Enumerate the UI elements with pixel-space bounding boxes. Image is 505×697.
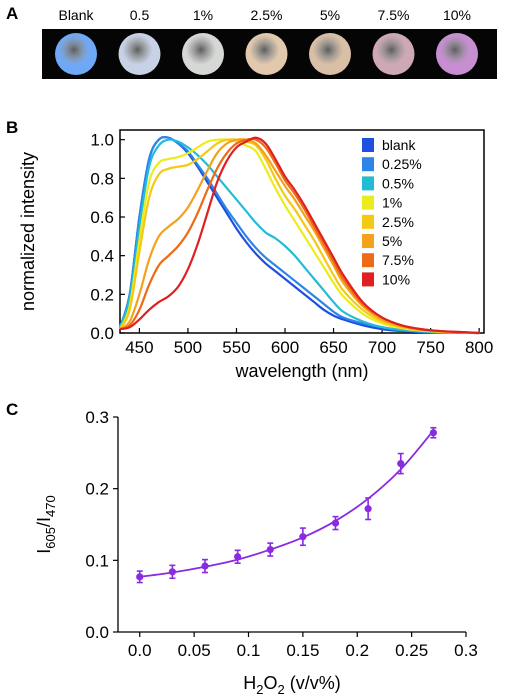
legend-label: 0.25% bbox=[382, 156, 422, 172]
legend-swatch bbox=[362, 253, 374, 268]
series-line-2.5% bbox=[119, 138, 480, 335]
data-point bbox=[397, 459, 405, 468]
panel-a-photo: Blank 0.5 1% 2.5% 5% 7.5% 10% bbox=[42, 7, 497, 79]
x-tick-label: 0.15 bbox=[286, 641, 319, 660]
x-tick-label: 0.0 bbox=[128, 641, 152, 660]
legend-label: 7.5% bbox=[382, 252, 414, 268]
legend-label: 2.5% bbox=[382, 214, 414, 230]
y-tick-label: 0.2 bbox=[90, 285, 114, 304]
legend-swatch bbox=[362, 272, 374, 287]
y-tick-label: 0.2 bbox=[85, 480, 109, 499]
y-tick-label: 0.8 bbox=[90, 169, 114, 188]
panel-c-chart: 0.0 0.05 0.1 0.15 0.2 0.25 0.3 0.0 0.1 0.2 0.3 H2O2… bbox=[34, 408, 478, 697]
data-point bbox=[299, 533, 307, 541]
sample-label: 0.5 bbox=[130, 7, 150, 23]
x-tick-label: 650 bbox=[319, 338, 347, 357]
y-tick-label: 0.6 bbox=[90, 208, 114, 227]
data-point bbox=[136, 573, 144, 581]
panel-b-chart: 450 500 550 600 650 700 750 800 0.0 0.2 0.4 0.6 0.8 1… bbox=[18, 129, 493, 381]
x-tick-label: 450 bbox=[125, 338, 153, 357]
x-tick-label: 0.05 bbox=[178, 641, 211, 660]
data-point bbox=[429, 429, 437, 437]
sample-label: 1% bbox=[193, 7, 213, 23]
data-point bbox=[331, 519, 340, 527]
panel-a-letter: A bbox=[6, 4, 19, 23]
x-tick-label: 0.25 bbox=[395, 641, 428, 660]
sample-spot bbox=[182, 33, 224, 75]
sample-label: 5% bbox=[320, 7, 340, 23]
data-point bbox=[168, 568, 176, 576]
legend-label: 5% bbox=[382, 233, 402, 249]
x-tick-label: 0.2 bbox=[345, 641, 369, 660]
x-axis-label: wavelength (nm) bbox=[234, 361, 368, 381]
sample-spot bbox=[55, 33, 97, 75]
legend-swatch bbox=[362, 138, 374, 152]
sample-label: 10% bbox=[443, 7, 471, 23]
x-tick-label: 700 bbox=[368, 338, 396, 357]
sample-label: 2.5% bbox=[251, 7, 283, 23]
legend-swatch bbox=[362, 234, 374, 248]
y-tick-label: 1.0 bbox=[90, 131, 114, 150]
sample-spot bbox=[118, 33, 161, 75]
legend-swatch bbox=[362, 195, 374, 210]
x-tick-label: 600 bbox=[271, 338, 299, 357]
legend-swatch bbox=[362, 214, 374, 229]
y-tick-label: 0.3 bbox=[85, 408, 109, 427]
data-point bbox=[364, 505, 372, 513]
sample-label: Blank bbox=[58, 7, 94, 23]
legend-swatch bbox=[362, 176, 374, 191]
sample-spot bbox=[436, 33, 478, 75]
data-point bbox=[234, 553, 242, 561]
legend-label: 10% bbox=[382, 271, 410, 287]
sample-spot bbox=[309, 33, 351, 75]
series-line-10% bbox=[119, 136, 480, 335]
x-tick-label: 550 bbox=[222, 338, 250, 357]
data-point bbox=[266, 545, 274, 554]
series-line-5% bbox=[119, 138, 480, 335]
x-axis-label: H2O2 (v/v%) bbox=[243, 673, 340, 697]
y-axis-label: normalized intensity bbox=[18, 152, 38, 311]
legend-label: 0.5% bbox=[382, 175, 414, 191]
plot-frame bbox=[119, 129, 485, 334]
x-tick-label: 500 bbox=[174, 338, 202, 357]
y-tick-label: 0.0 bbox=[85, 623, 109, 642]
sample-label: 7.5% bbox=[378, 7, 410, 23]
series-line-0.5% bbox=[118, 138, 480, 335]
y-tick-label: 0.0 bbox=[90, 324, 114, 343]
y-tick-label: 0.4 bbox=[90, 247, 114, 266]
x-tick-label: 800 bbox=[465, 338, 493, 357]
panel-b-letter: B bbox=[6, 118, 19, 137]
x-tick-label: 750 bbox=[416, 338, 444, 357]
fit-curve bbox=[139, 430, 435, 578]
data-point bbox=[201, 562, 209, 570]
legend-label: 1% bbox=[382, 195, 402, 211]
series-line-1% bbox=[118, 138, 480, 335]
y-axis-label: I605/I470 bbox=[34, 495, 58, 553]
sample-spot bbox=[245, 33, 288, 75]
panel-c-letter: C bbox=[6, 400, 19, 419]
y-tick-label: 0.1 bbox=[85, 551, 109, 570]
sample-spot bbox=[372, 33, 415, 75]
x-tick-label: 0.3 bbox=[454, 641, 478, 660]
legend-label: blank bbox=[382, 137, 416, 153]
x-tick-label: 0.1 bbox=[237, 641, 261, 660]
legend-swatch bbox=[362, 157, 374, 172]
